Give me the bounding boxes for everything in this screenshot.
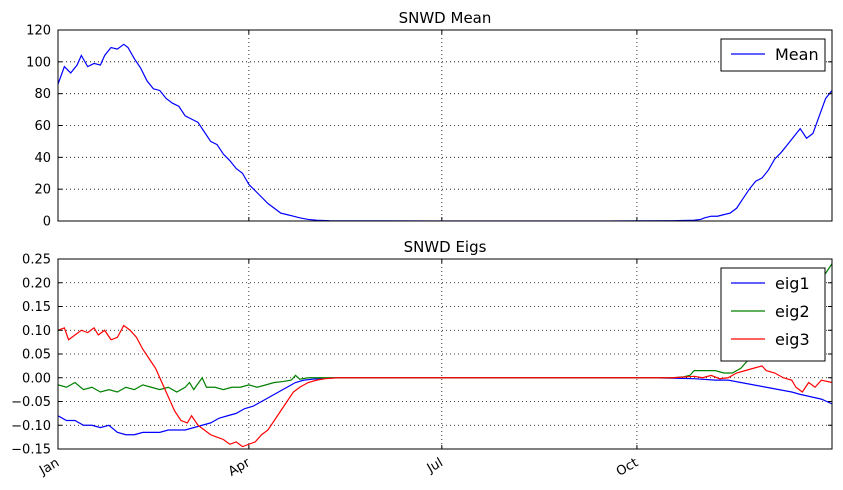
y-tick-label: 20 xyxy=(34,183,51,198)
x-tick-label: Jan xyxy=(36,455,62,479)
y-tick-label: −0.15 xyxy=(11,443,51,458)
y-tick-label: 40 xyxy=(34,151,51,166)
legend-label-Mean: Mean xyxy=(775,45,819,64)
x-tick-label: Apr xyxy=(226,455,254,480)
y-tick-label: 0.25 xyxy=(22,253,51,268)
legend: Mean xyxy=(720,38,826,72)
legend-label-eig1: eig1 xyxy=(775,274,810,293)
y-tick-label: 0.00 xyxy=(22,371,51,386)
y-tick-label: 0.15 xyxy=(22,300,51,315)
x-tick-label: Oct xyxy=(614,455,641,479)
legend-label-eig3: eig3 xyxy=(775,330,810,349)
series-line-eig1 xyxy=(58,377,832,436)
series-line-eig3 xyxy=(58,324,832,448)
y-tick-label: −0.10 xyxy=(11,419,51,434)
legend-label-eig2: eig2 xyxy=(775,302,810,321)
x-tick-label: Jul xyxy=(424,455,446,476)
y-tick-label: 0 xyxy=(43,215,51,230)
y-tick-label: 100 xyxy=(26,55,51,70)
y-tick-label: 0.10 xyxy=(22,324,51,339)
chart-title: SNWD Mean xyxy=(399,9,492,27)
y-tick-label: 80 xyxy=(34,87,51,102)
legend-box xyxy=(720,38,826,72)
y-tick-label: 120 xyxy=(26,24,51,39)
series-line-Mean xyxy=(58,43,832,221)
snwd-mean-panel: SNWD Mean 0 20 40 60 80 100 120 Mean xyxy=(26,9,833,230)
y-tick-label: 60 xyxy=(34,119,51,134)
snwd-eigs-panel: SNWD Eigs −0.15 −0.10 −0.05 0.00 0.05 0.10 0.15… xyxy=(11,238,833,480)
y-tick-label: −0.05 xyxy=(11,395,51,410)
legend: eig1 eig2 eig3 xyxy=(720,267,826,362)
y-tick-label: 0.05 xyxy=(22,348,51,363)
chart-title: SNWD Eigs xyxy=(404,238,487,256)
y-tick-label: 0.20 xyxy=(22,276,51,291)
